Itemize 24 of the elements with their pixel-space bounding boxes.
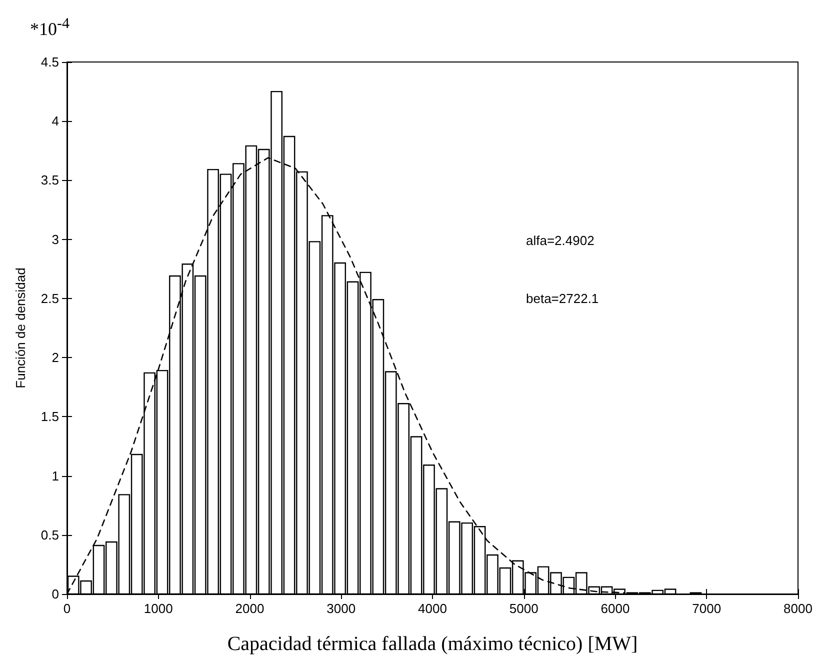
annotation: beta=2722.1 (526, 291, 599, 306)
y-tick-label: 1 (52, 468, 59, 484)
text: *10$^{-4}$ (30, 16, 70, 40)
annotation: alfa=2.4902 (526, 233, 594, 248)
y-tick-label: 4.5 (40, 54, 59, 70)
x-tick-label: 7000 (692, 601, 722, 616)
x-tick-label: 2000 (235, 601, 264, 616)
x-tick-label: 1000 (144, 601, 173, 616)
y-tick-label: 2.5 (40, 290, 59, 306)
x-tick-label: 8000 (784, 601, 812, 616)
y-tick-label: 0 (52, 586, 59, 602)
y-tick-label: 3 (52, 232, 59, 247)
y-tick-label: 1.5 (40, 409, 59, 424)
x-tick-label: 3000 (326, 601, 356, 616)
x-tick-label: 5000 (509, 601, 538, 616)
x-tick-label: 0 (63, 601, 71, 616)
x-axis-title: Capacidad térmica fallada (máximo técnico) [MW] (227, 633, 638, 655)
y-tick-label: 3.5 (40, 172, 59, 188)
y-tick-label: 4 (52, 114, 59, 129)
x-tick-label: 6000 (600, 601, 630, 616)
x-tick-label: 4000 (418, 601, 447, 616)
y-axis-title: Función de densidad (13, 268, 28, 388)
y-tick-label: 2 (52, 350, 59, 366)
y-tick-label: 0.5 (40, 527, 59, 542)
